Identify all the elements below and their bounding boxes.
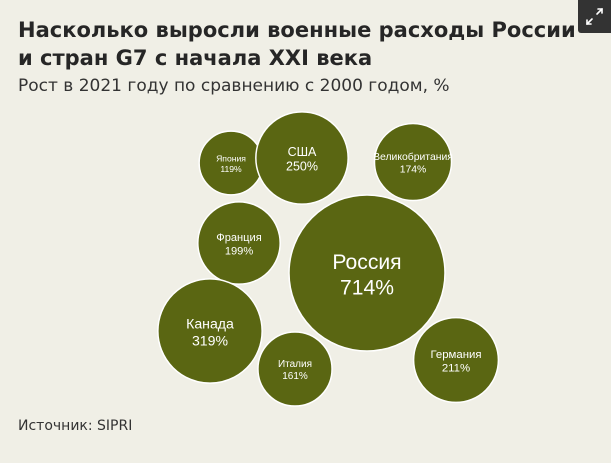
bubble-7-value-label: 161% bbox=[282, 371, 308, 382]
bubble-4-value-label: 199% bbox=[225, 245, 254, 257]
bubble-4-country-label: Франция bbox=[216, 232, 261, 244]
bubble-3-country-label: Великобритания bbox=[373, 151, 453, 163]
bubble-6-circle bbox=[157, 278, 263, 384]
chart-subtitle: Рост в 2021 году по сравнению с 2000 год… bbox=[18, 76, 450, 96]
bubble-8: Германия 211% bbox=[412, 316, 500, 404]
chart-title: Насколько выросли военные расходы России… bbox=[18, 18, 576, 70]
bubble-1-country-label: Япония bbox=[216, 153, 246, 163]
expand-button[interactable] bbox=[578, 0, 611, 33]
expand-arrows-icon bbox=[586, 8, 603, 25]
bubble-5-circle bbox=[288, 194, 446, 352]
bubble-5-value-label: 714% bbox=[340, 276, 394, 299]
bubble-3-value-label: 174% bbox=[400, 165, 427, 176]
bubble-6-country-label: Канада bbox=[186, 315, 234, 331]
bubble-8-country-label: Германия bbox=[430, 349, 481, 361]
bubble-3-circle bbox=[373, 122, 453, 202]
bubble-6-value-label: 319% bbox=[192, 332, 229, 348]
bubble-4-circle bbox=[197, 201, 281, 285]
bubble-2-country-label: США bbox=[288, 145, 317, 159]
bubble-7-circle bbox=[257, 331, 333, 407]
bubble-1-value-label: 119% bbox=[220, 164, 242, 174]
source-note: Источник: SIPRI bbox=[18, 418, 133, 434]
bubble-3: Великобритания 174% bbox=[373, 122, 453, 202]
bubble-8-value-label: 211% bbox=[442, 363, 470, 375]
bubble-2-value-label: 250% bbox=[286, 160, 318, 174]
bubble-2-circle bbox=[255, 111, 349, 205]
bubble-8-circle bbox=[412, 316, 500, 404]
bubble-5-country-label: Россия bbox=[332, 251, 401, 274]
bubble-7-country-label: Италия bbox=[278, 359, 312, 370]
